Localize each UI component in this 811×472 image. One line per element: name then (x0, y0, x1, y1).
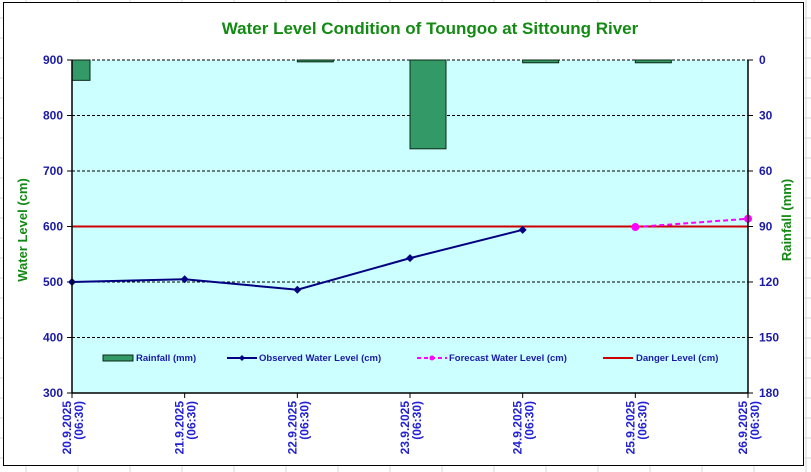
x-tick-time: (06:30) (748, 401, 762, 440)
chart-title: Water Level Condition of Toungoo at Sitt… (222, 19, 639, 38)
x-tick-label: 22.9.2025(06:30) (285, 401, 311, 455)
x-tick-label: 20.9.2025(06:30) (60, 401, 86, 455)
y-tick-label: 700 (43, 164, 63, 178)
x-tick-time: (06:30) (523, 401, 537, 440)
y2-axis-label: Rainfall (mm) (779, 179, 794, 261)
x-tick-date: 22.9.2025 (285, 401, 299, 455)
y-axis-label: Water Level (cm) (15, 178, 30, 282)
x-tick-date: 25.9.2025 (623, 401, 637, 455)
x-tick-time: (06:30) (185, 401, 199, 440)
y-tick-label: 900 (43, 53, 63, 67)
x-tick-time: (06:30) (410, 401, 424, 440)
x-tick-label: 21.9.2025(06:30) (173, 401, 199, 455)
observed-point (406, 254, 414, 263)
x-tick-label: 25.9.2025(06:30) (623, 401, 649, 455)
x-tick-label: 26.9.2025(06:30) (736, 401, 762, 455)
legend-observed-marker (239, 355, 245, 361)
x-tick-date: 20.9.2025 (60, 401, 74, 455)
y-tick-label: 800 (43, 109, 63, 123)
forecast-point (631, 223, 640, 232)
y2-tick-label: 90 (759, 220, 773, 234)
y2-tick-label: 60 (759, 164, 773, 178)
rainfall-bar (409, 59, 447, 150)
y-tick-label: 600 (43, 220, 63, 234)
y-tick-label: 400 (43, 331, 63, 345)
legend-forecast-marker (429, 355, 435, 361)
legend-rainfall-label: Rainfall (mm) (136, 353, 196, 364)
x-tick-time: (06:30) (635, 401, 649, 440)
x-tick-date: 21.9.2025 (173, 401, 187, 455)
legend-forecast-label: Forecast Water Level (cm) (449, 353, 567, 364)
legend-observed-label: Observed Water Level (cm) (259, 353, 381, 364)
y2-tick-label: 150 (759, 331, 779, 345)
x-tick-time: (06:30) (297, 401, 311, 440)
forecast-line (635, 217, 749, 229)
legend-rainfall-swatch (102, 354, 134, 362)
rainfall-bar (522, 59, 560, 64)
y-tick-label: 500 (43, 275, 63, 289)
y2-tick-label: 120 (759, 275, 779, 289)
legend-danger-label: Danger Level (cm) (636, 353, 718, 364)
x-tick-date: 26.9.2025 (736, 401, 750, 455)
rainfall-bar (634, 59, 672, 64)
x-tick-date: 23.9.2025 (398, 401, 412, 455)
rainfall-bar (296, 59, 334, 63)
observed-point (180, 275, 189, 284)
x-tick-label: 24.9.2025(06:30) (511, 401, 537, 455)
y2-tick-label: 0 (759, 53, 766, 67)
observed-point (293, 285, 302, 294)
rainfall-bar (71, 59, 91, 81)
observed-point (518, 225, 527, 234)
x-tick-time: (06:30) (72, 401, 86, 440)
legend: Rainfall (mm) Observed Water Level (cm) Fo… (102, 353, 718, 364)
x-tick-label: 23.9.2025(06:30) (398, 401, 424, 455)
y-tick-label: 300 (43, 386, 63, 400)
y2-tick-label: 30 (759, 109, 773, 123)
x-tick-date: 24.9.2025 (511, 401, 525, 455)
y2-tick-label: 180 (759, 386, 779, 400)
